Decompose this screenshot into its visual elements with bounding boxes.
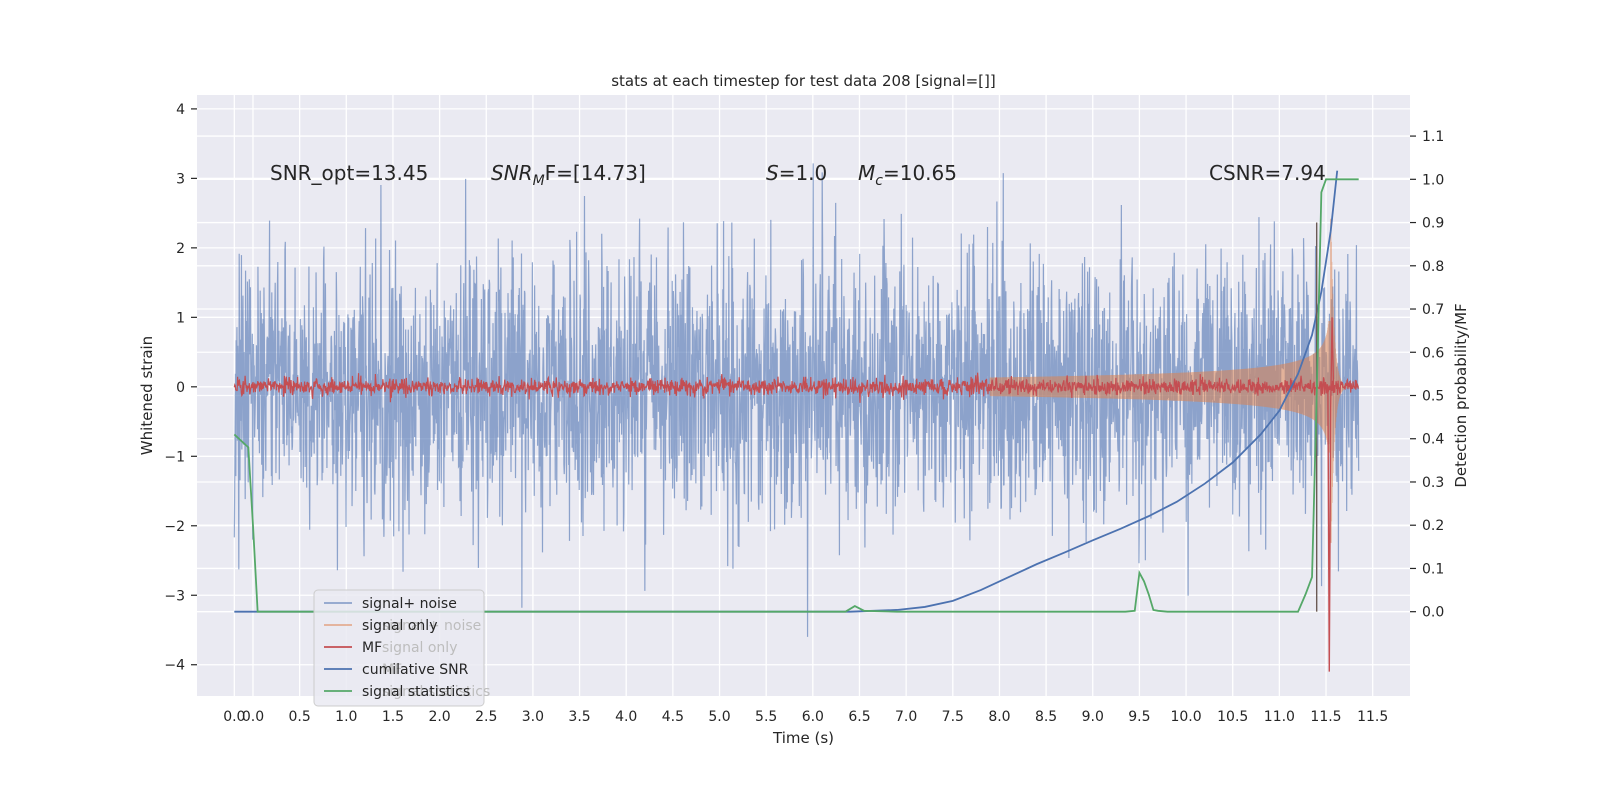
x-tick-label: 7.5 — [942, 709, 964, 725]
y-tick-label: 4 — [176, 102, 185, 118]
x-tick-label: 2.5 — [475, 709, 497, 725]
y2-axis-label: Detection probability/MF — [1452, 303, 1470, 487]
y2-tick-label: 0.1 — [1422, 561, 1444, 577]
y-axis-label: Whitened strain — [138, 336, 156, 455]
series-layer — [233, 163, 1360, 672]
x-tick-label: 0.5 — [289, 709, 311, 725]
x-axis-label: Time (s) — [772, 729, 834, 747]
legend-box — [313, 589, 485, 707]
x-tick-label: 9.0 — [1082, 709, 1104, 725]
legend-ghost-label: signal statistics — [382, 684, 490, 700]
y-tick-label: 2 — [176, 241, 185, 257]
x-tick-label: 5.5 — [755, 709, 777, 725]
x-tick-label: 8.5 — [1035, 709, 1057, 725]
x-tick-label: 11.0 — [1264, 709, 1295, 725]
annotation-snr-mf-suffix: F=[14.73] — [545, 161, 646, 185]
x-tick-label: 10.0 — [1170, 709, 1201, 725]
x-tick-label: 11.5 — [1310, 709, 1341, 725]
series-cumulative-snr — [234, 170, 1339, 613]
legend-ghost-label: signal only — [382, 640, 457, 656]
y2-tick-label: 0.7 — [1422, 302, 1444, 318]
x-tick-label: 1.0 — [335, 709, 357, 725]
annotation-snr-mf-sub: M — [533, 173, 545, 189]
y2-tick-label: 0.3 — [1422, 475, 1444, 491]
legend-label: signal only — [362, 618, 437, 634]
series-mf-spike — [1327, 317, 1335, 672]
annotation-snr-mf: SNRMF=[14.73] — [491, 161, 646, 189]
x-tick-label: 3.0 — [522, 709, 544, 725]
y-tick-label: −1 — [164, 449, 185, 465]
x-tick-label: 0.0 — [223, 709, 245, 725]
series-signal-statistics — [233, 178, 1359, 613]
legend-ghost-label: MF — [382, 662, 402, 678]
legend-label: signal+ noise — [362, 596, 457, 612]
x-tick-label: 10.5 — [1217, 709, 1248, 725]
y2-tick-label: 0.9 — [1422, 216, 1444, 232]
y-tick-label: −2 — [164, 519, 185, 535]
x-axis-ticks: 0.00.0 0.5 1.0 1.5 2.0 2.5 3.0 3.5 4.0 4.5 5.0 5.5 6… — [223, 709, 1388, 725]
y2-tick-label: 0.5 — [1422, 389, 1444, 405]
y2-tick-label: 1.0 — [1422, 172, 1444, 188]
x-tick-label: 4.5 — [662, 709, 684, 725]
annotation-snr-opt: SNR_opt=13.45 — [270, 161, 428, 185]
annotation-s-symbol: S — [766, 161, 779, 185]
y2-tick-label: 0.6 — [1422, 345, 1444, 361]
y2-axis-ticks: 1.1 1.0 0.9 0.8 0.7 0.6 0.5 0.4 0.3 0.2 0.1 0.0 — [1410, 129, 1444, 621]
annotation-s-value: =1.0 — [779, 161, 828, 185]
annotation-mc: Mc=10.65 — [858, 161, 957, 189]
y-tick-label: −3 — [164, 588, 185, 604]
x-tick-label: 0.0 — [242, 709, 264, 725]
legend-ghost-label: signal + noise — [382, 618, 481, 634]
annotation-mc-symbol: M — [858, 161, 875, 185]
x-tick-label: 6.5 — [848, 709, 870, 725]
x-tick-label: 4.0 — [615, 709, 637, 725]
series-signal-noise — [233, 163, 1360, 637]
y-axis-ticks: 4 3 2 1 0 −1 −2 −3 −4 — [164, 102, 197, 674]
annotation-mc-sub: c — [875, 173, 883, 189]
x-tick-label: 9.5 — [1128, 709, 1150, 725]
x-tick-label: 11.5 — [1357, 709, 1388, 725]
y-tick-label: 3 — [176, 171, 185, 187]
legend-label: MF — [362, 640, 382, 656]
x-tick-label: 6.0 — [802, 709, 824, 725]
annotation-s: S=1.0 — [766, 161, 827, 185]
x-tick-label: 7.0 — [895, 709, 917, 725]
y2-tick-label: 0.8 — [1422, 259, 1444, 275]
y2-tick-label: 1.1 — [1422, 129, 1444, 145]
y-tick-label: 1 — [176, 310, 185, 326]
annotation-csnr: CSNR=7.94 — [1209, 161, 1326, 185]
x-tick-label: 2.0 — [428, 709, 450, 725]
y2-tick-label: 0.4 — [1422, 432, 1444, 448]
legend-label: cumilative SNR — [362, 662, 469, 678]
y-tick-label: 0 — [176, 380, 185, 396]
y2-tick-label: 0.2 — [1422, 518, 1444, 534]
x-tick-label: 5.0 — [708, 709, 730, 725]
annotation-snr-mf-prefix: SNR — [491, 161, 533, 185]
legend-label: signal statistics — [362, 684, 470, 700]
x-tick-label: 1.5 — [382, 709, 404, 725]
y2-tick-label: 0.0 — [1422, 605, 1444, 621]
series-mf — [233, 372, 1359, 403]
x-tick-label: 3.5 — [568, 709, 590, 725]
chart-title: stats at each timestep for test data 208… — [611, 72, 996, 90]
y-tick-label: −4 — [164, 658, 185, 674]
annotation-mc-value: =10.65 — [883, 161, 957, 185]
x-tick-label: 8.0 — [988, 709, 1010, 725]
